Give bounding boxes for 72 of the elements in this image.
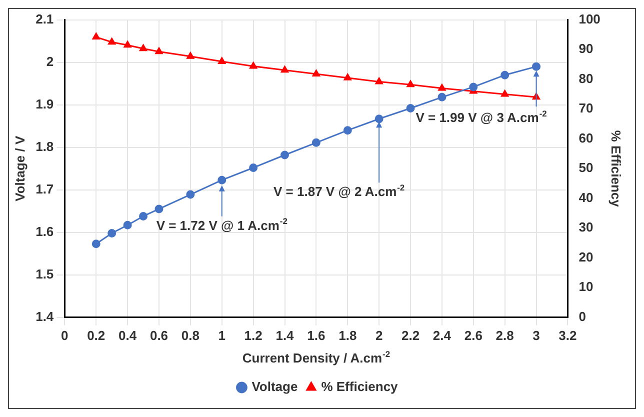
x-tick-label: 3 (532, 328, 540, 343)
point (249, 164, 258, 172)
y2-tick-label: 0 (578, 308, 586, 324)
x-tick-label: 2.4 (432, 328, 452, 343)
x-tick-label: 1.2 (244, 328, 262, 343)
y2-tick-label: 10 (578, 279, 594, 294)
point (92, 240, 100, 248)
point (469, 82, 478, 92)
point (218, 57, 226, 64)
x-tick-label: 2.2 (401, 328, 420, 343)
y-tick-label: 1.7 (36, 181, 54, 196)
y-tick-label: 1.8 (36, 138, 54, 154)
point (155, 47, 163, 54)
point (154, 204, 164, 214)
point (280, 150, 289, 160)
point (501, 90, 509, 97)
point (108, 228, 116, 238)
y-axis-title: Voltage / V (12, 136, 28, 202)
point (500, 70, 510, 80)
y-tick-label: 1.9 (36, 96, 54, 112)
point (406, 80, 414, 88)
point (375, 77, 383, 84)
point (186, 190, 195, 199)
point (124, 40, 132, 48)
point (312, 70, 320, 76)
x-tick-label: 0.2 (87, 328, 106, 343)
legend-label: Voltage (252, 379, 298, 394)
x-tick-label: 2.8 (496, 328, 514, 343)
point (139, 212, 148, 220)
point (218, 176, 226, 184)
point (280, 66, 289, 73)
y-tick-label: 1.6 (36, 224, 54, 239)
point (438, 84, 446, 91)
point (186, 52, 194, 59)
point (438, 92, 446, 102)
x-tick-label: 2.6 (464, 328, 482, 343)
y-tick-label: 2 (46, 54, 54, 69)
point (108, 38, 116, 45)
point (123, 220, 132, 230)
y2-tick-label: 90 (578, 41, 594, 56)
legend-label: % Efficiency (321, 379, 399, 394)
y2-tick-label: 80 (578, 70, 594, 86)
y2-tick-label: 20 (578, 249, 594, 264)
x-tick-label: 0.4 (118, 328, 138, 343)
x-tick-label: 0.6 (150, 328, 168, 343)
x-tick-label: 0 (61, 328, 68, 343)
x-tick-label: 0.8 (181, 328, 200, 343)
point (250, 62, 258, 69)
x-tick-label: 1.6 (307, 328, 326, 343)
y2-axis-title: % Efficiency (608, 130, 624, 208)
point (406, 104, 415, 112)
y2-tick-label: 100 (578, 11, 600, 26)
x-tick-label: 1 (218, 328, 226, 343)
point (344, 74, 352, 80)
point (312, 138, 320, 147)
y-tick-label: 1.5 (36, 266, 54, 282)
y2-tick-label: 30 (578, 220, 594, 235)
x-tick-label: 1.4 (276, 328, 295, 343)
x-tick-label: 1.8 (338, 328, 357, 343)
y2-tick-label: 40 (578, 190, 594, 205)
point (92, 32, 100, 40)
point (343, 126, 352, 135)
y-tick-label: 1.4 (36, 308, 54, 324)
x-tick-label: 3.2 (558, 328, 577, 343)
y2-tick-label: 60 (578, 130, 594, 146)
y2-tick-label: 50 (578, 160, 594, 176)
y2-tick-label: 70 (578, 100, 594, 116)
point (532, 62, 541, 71)
point (139, 44, 148, 52)
x-tick-label: 2 (375, 328, 383, 343)
point (374, 114, 384, 124)
y-tick-label: 2.1 (36, 11, 54, 26)
